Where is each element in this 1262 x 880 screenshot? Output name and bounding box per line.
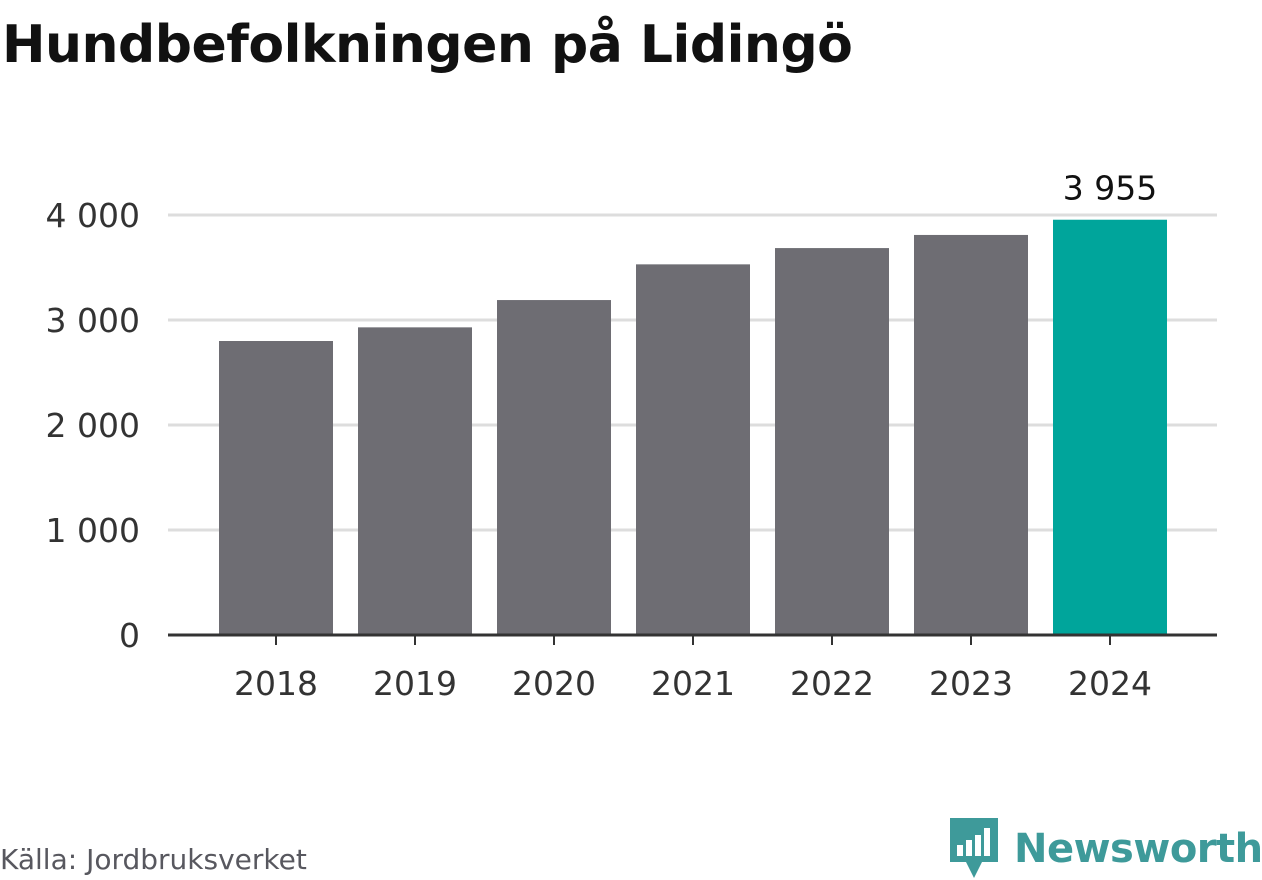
data-labels: 3 955: [1063, 169, 1157, 208]
x-tick-label: 2023: [929, 664, 1013, 703]
bar: [358, 327, 472, 635]
x-tick-label: 2022: [790, 664, 874, 703]
x-tick-label: 2021: [651, 664, 735, 703]
source-note: Källa: Jordbruksverket: [0, 843, 307, 876]
y-tick-label: 2 000: [46, 406, 140, 445]
brand-logo[interactable]: Newsworthy: [950, 818, 1262, 880]
newsworthy-logo-icon: [950, 818, 998, 878]
x-axis-ticks: 2018 2019 2020 2021 2022 2023 2024: [234, 635, 1152, 703]
brand-name: Newsworthy: [1014, 826, 1262, 872]
x-tick-label: 2019: [373, 664, 457, 703]
x-tick-label: 2018: [234, 664, 318, 703]
y-tick-label: 0: [119, 616, 140, 655]
y-tick-label: 1 000: [46, 511, 140, 550]
y-tick-label: 4 000: [46, 196, 140, 235]
data-label: 3 955: [1063, 169, 1157, 208]
chart-title: Hundbefolkningen på Lidingö: [2, 15, 853, 75]
bar: [219, 341, 333, 635]
bars: [219, 219, 1167, 635]
bar: [1053, 219, 1167, 635]
bar: [497, 300, 611, 635]
x-tick-label: 2020: [512, 664, 596, 703]
bar: [636, 264, 750, 635]
x-tick-label: 2024: [1068, 664, 1152, 703]
y-axis-ticks: 0 1 000 2 000 3 000 4 000: [46, 196, 140, 655]
y-tick-label: 3 000: [46, 301, 140, 340]
bar: [914, 234, 1028, 635]
bar: [775, 248, 889, 635]
